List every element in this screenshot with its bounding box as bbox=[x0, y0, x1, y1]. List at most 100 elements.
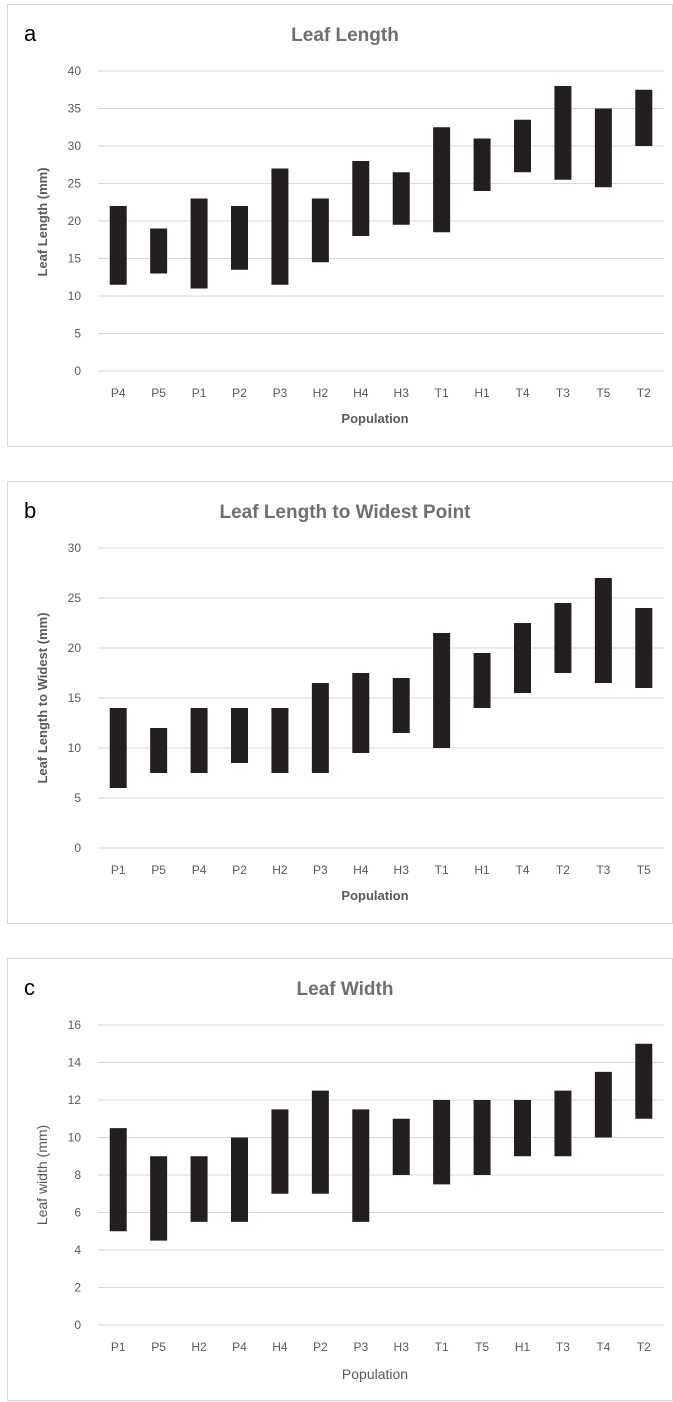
range-bar-h4 bbox=[352, 673, 370, 753]
chart-panel-c: c Leaf Width 0 2 4 6 8 10 12 14 16 P1 P5 H2 P4 H4 P2 P… bbox=[7, 958, 673, 1401]
range-bar-h3 bbox=[392, 678, 410, 733]
x-tick-label: T1 bbox=[435, 863, 449, 877]
range-bar-h2 bbox=[311, 198, 329, 263]
x-tick-label: T2 bbox=[637, 386, 651, 400]
x-tick-label: T4 bbox=[515, 863, 529, 877]
x-tick-label: H2 bbox=[191, 1340, 207, 1354]
x-tick-label: P1 bbox=[192, 386, 207, 400]
chart-a-title: Leaf Length bbox=[291, 25, 399, 46]
x-tick-label: H3 bbox=[394, 863, 410, 877]
range-bar-p2 bbox=[231, 206, 248, 270]
chart-b-x-ticks: P1 P5 P4 P2 H2 P3 H4 H3 T1 H1 T4 T2 T3 T5 bbox=[111, 863, 651, 877]
range-bar-h3 bbox=[392, 172, 410, 225]
x-tick-label: P4 bbox=[232, 1340, 247, 1354]
x-tick-label: P3 bbox=[313, 863, 328, 877]
x-tick-label: H3 bbox=[394, 386, 410, 400]
x-tick-label: T3 bbox=[556, 1340, 570, 1354]
y-tick-label: 2 bbox=[74, 1281, 81, 1295]
chart-a-y-ticks: 0 5 10 15 20 25 30 35 40 bbox=[68, 64, 82, 378]
chart-c-y-ticks: 0 2 4 6 8 10 12 14 16 bbox=[68, 1018, 82, 1332]
range-bar-h4 bbox=[271, 1109, 289, 1194]
range-bar-t2 bbox=[635, 89, 653, 146]
chart-b-title: Leaf Length to Widest Point bbox=[219, 502, 471, 523]
range-bar-p5 bbox=[150, 728, 168, 773]
x-tick-label: T3 bbox=[556, 386, 570, 400]
range-bar-p3 bbox=[352, 1109, 370, 1222]
chart-a-x-axis-label: Population bbox=[341, 411, 408, 426]
range-bar-h3 bbox=[392, 1118, 410, 1175]
y-tick-label: 30 bbox=[68, 541, 82, 555]
range-bar-t4 bbox=[594, 1071, 612, 1138]
x-tick-label: H4 bbox=[353, 386, 369, 400]
x-tick-label: P1 bbox=[111, 863, 126, 877]
chart-a-bars bbox=[109, 86, 653, 289]
range-bar-h4 bbox=[352, 161, 370, 236]
y-tick-label: 12 bbox=[68, 1093, 82, 1107]
range-bar-p4 bbox=[190, 708, 208, 773]
y-tick-label: 15 bbox=[68, 252, 82, 266]
x-tick-label: T3 bbox=[596, 863, 610, 877]
chart-b-svg: b Leaf Length to Widest Point 0 5 10 15 20 25… bbox=[24, 498, 664, 903]
range-bar-h1 bbox=[473, 138, 491, 191]
range-bar-t2 bbox=[635, 1043, 653, 1119]
x-tick-label: P1 bbox=[111, 1340, 126, 1354]
range-bar-h1 bbox=[473, 653, 491, 708]
y-tick-label: 10 bbox=[68, 1131, 82, 1145]
range-bar-p1 bbox=[190, 198, 208, 289]
x-tick-label: T5 bbox=[637, 863, 651, 877]
chart-a-gridlines bbox=[98, 70, 664, 372]
y-tick-label: 10 bbox=[68, 289, 82, 303]
x-tick-label: H2 bbox=[313, 386, 329, 400]
chart-panel-b: b Leaf Length to Widest Point 0 5 10 15 20 25… bbox=[7, 481, 673, 924]
x-tick-label: P2 bbox=[232, 863, 247, 877]
range-bar-t3 bbox=[554, 86, 572, 180]
range-bar-p4 bbox=[109, 206, 127, 285]
y-tick-label: 0 bbox=[74, 841, 81, 855]
range-bar-t1 bbox=[433, 127, 451, 233]
y-tick-label: 20 bbox=[68, 214, 82, 228]
x-tick-label: T1 bbox=[435, 1340, 449, 1354]
range-bar-p3 bbox=[271, 168, 289, 285]
x-tick-label: P4 bbox=[192, 863, 207, 877]
x-tick-label: T5 bbox=[475, 1340, 489, 1354]
y-tick-label: 0 bbox=[74, 364, 81, 378]
x-tick-label: T2 bbox=[637, 1340, 651, 1354]
y-tick-label: 25 bbox=[68, 591, 82, 605]
x-tick-label: T2 bbox=[556, 863, 570, 877]
chart-b-y-ticks: 0 5 10 15 20 25 30 bbox=[68, 541, 82, 855]
range-bar-p1 bbox=[109, 1128, 127, 1232]
range-bar-t1 bbox=[433, 633, 451, 748]
chart-a-x-ticks: P4 P5 P1 P2 P3 H2 H4 H3 T1 H1 T4 T3 T5 T2 bbox=[111, 386, 651, 400]
y-tick-label: 10 bbox=[68, 741, 82, 755]
range-bar-h1 bbox=[514, 1100, 531, 1157]
range-bar-t1 bbox=[433, 1100, 451, 1185]
x-tick-label: P3 bbox=[353, 1340, 368, 1354]
y-tick-label: 5 bbox=[74, 327, 81, 341]
chart-c-bars bbox=[109, 1043, 653, 1241]
x-tick-label: P3 bbox=[273, 386, 288, 400]
chart-b-bars bbox=[109, 578, 653, 788]
range-bar-t5 bbox=[594, 108, 612, 188]
x-tick-label: T4 bbox=[515, 386, 529, 400]
x-tick-label: H3 bbox=[394, 1340, 410, 1354]
y-tick-label: 30 bbox=[68, 139, 82, 153]
y-tick-label: 16 bbox=[68, 1018, 82, 1032]
x-tick-label: P5 bbox=[151, 386, 166, 400]
range-bar-p2 bbox=[311, 1090, 329, 1194]
y-tick-label: 6 bbox=[74, 1206, 81, 1220]
x-tick-label: H4 bbox=[353, 863, 369, 877]
range-bar-t4 bbox=[514, 119, 531, 173]
chart-b-y-axis-label: Leaf Length to Widest (mm) bbox=[35, 612, 50, 783]
range-bar-h2 bbox=[271, 708, 289, 773]
range-bar-p4 bbox=[231, 1137, 248, 1222]
chart-b-x-axis-label: Population bbox=[341, 888, 408, 903]
x-tick-label: H4 bbox=[272, 1340, 288, 1354]
x-tick-label: H1 bbox=[515, 1340, 531, 1354]
range-bar-t3 bbox=[554, 1090, 572, 1157]
y-tick-label: 20 bbox=[68, 641, 82, 655]
range-bar-p1 bbox=[109, 708, 127, 788]
y-tick-label: 4 bbox=[74, 1243, 81, 1257]
y-tick-label: 35 bbox=[68, 102, 82, 116]
range-bar-p2 bbox=[231, 708, 248, 763]
range-bar-h2 bbox=[190, 1156, 208, 1222]
